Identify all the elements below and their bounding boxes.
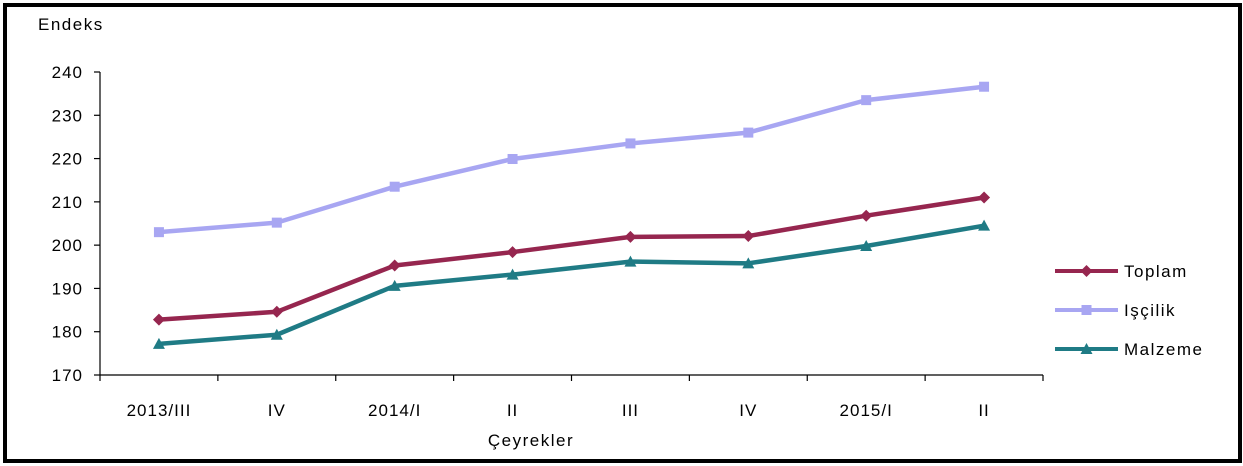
data-point-marker — [1080, 343, 1093, 354]
data-point-marker — [271, 217, 282, 228]
data-point-marker — [860, 209, 873, 222]
legend-item: Malzeme — [1055, 340, 1203, 359]
data-point-marker — [978, 219, 991, 231]
data-point-marker — [507, 154, 518, 165]
data-point-marker — [270, 328, 283, 340]
y-axis-label: Endeks — [38, 15, 104, 34]
data-point-marker — [978, 191, 991, 204]
x-tick-label: IV — [739, 401, 757, 420]
data-point-marker — [152, 337, 165, 349]
data-point-marker — [152, 313, 165, 326]
data-point-marker — [389, 181, 400, 192]
data-point-marker — [861, 95, 872, 106]
legend-item: Toplam — [1055, 262, 1188, 281]
series-malzeme — [152, 219, 991, 349]
data-point-marker — [506, 268, 519, 280]
data-point-marker — [506, 246, 519, 259]
data-point-marker — [743, 127, 754, 138]
data-point-marker — [742, 230, 755, 243]
data-point-marker — [624, 230, 637, 243]
y-tick-label: 170 — [52, 366, 83, 385]
y-tick-label: 190 — [52, 279, 83, 298]
x-tick-label: 2013/III — [127, 401, 192, 420]
y-tick-label: 180 — [52, 323, 83, 342]
data-point-marker — [979, 81, 990, 92]
x-tick-label: II — [507, 401, 518, 420]
legend-label: Toplam — [1124, 262, 1188, 281]
data-point-marker — [624, 255, 637, 267]
y-tick-label: 240 — [52, 63, 83, 82]
data-point-marker — [388, 259, 401, 272]
data-point-marker — [742, 257, 755, 269]
y-tick-label: 200 — [52, 236, 83, 255]
series-line — [156, 195, 987, 322]
y-tick-label: 220 — [52, 150, 83, 169]
chart-frame — [3, 3, 1242, 463]
data-point-marker — [625, 138, 636, 149]
x-tick-label: 2015/I — [840, 401, 893, 420]
y-tick-label: 230 — [52, 106, 83, 125]
series-i-ilik — [153, 81, 990, 238]
data-point-marker — [153, 227, 164, 238]
data-point-marker — [860, 240, 873, 252]
series-line — [156, 84, 987, 235]
data-point-marker — [1080, 265, 1093, 277]
x-tick-label: III — [622, 401, 639, 420]
data-point-marker — [270, 305, 283, 318]
series-toplam — [152, 191, 991, 326]
x-tick-label: IV — [268, 401, 286, 420]
data-point-marker — [1081, 305, 1092, 315]
series-line — [156, 223, 987, 347]
x-tick-label: II — [978, 401, 989, 420]
y-tick-label: 210 — [52, 193, 83, 212]
legend-label: Malzeme — [1124, 340, 1203, 359]
x-axis-label: Çeyrekler — [488, 431, 574, 450]
legend-label: Işçilik — [1124, 301, 1176, 320]
legend-item: Işçilik — [1055, 301, 1176, 320]
data-point-marker — [388, 279, 401, 291]
x-tick-label: 2014/I — [368, 401, 421, 420]
